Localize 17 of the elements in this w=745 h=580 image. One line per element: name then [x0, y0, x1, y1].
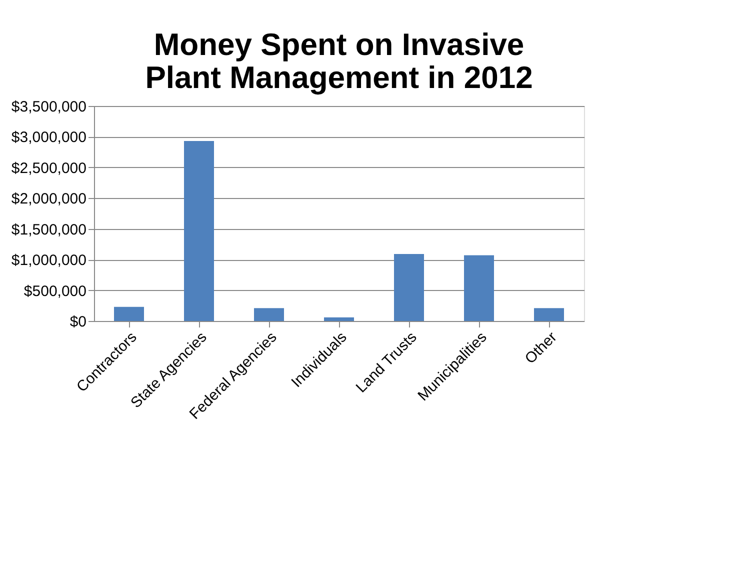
- bar: [394, 254, 424, 321]
- text: Plant Management in 2012: [145, 60, 533, 95]
- y-tick-label: $0: [70, 314, 86, 330]
- bar: [534, 308, 564, 321]
- y-tick-label: $3,000,000: [11, 129, 86, 146]
- bar: [464, 255, 494, 321]
- y-tick-label: $3,500,000: [11, 98, 86, 116]
- y-tick-label: $2,500,000: [11, 160, 86, 177]
- y-tick-label: $500,000: [24, 282, 86, 300]
- bar: [324, 317, 354, 321]
- y-tick-label: $1,500,000: [11, 221, 86, 238]
- y-tick-label: $2,000,000: [11, 190, 86, 208]
- y-tick-label: $1,000,000: [11, 252, 86, 270]
- text: Money Spent on Invasive: [154, 27, 524, 62]
- bar: [114, 306, 144, 321]
- bar: [184, 141, 214, 321]
- bar: [254, 308, 284, 321]
